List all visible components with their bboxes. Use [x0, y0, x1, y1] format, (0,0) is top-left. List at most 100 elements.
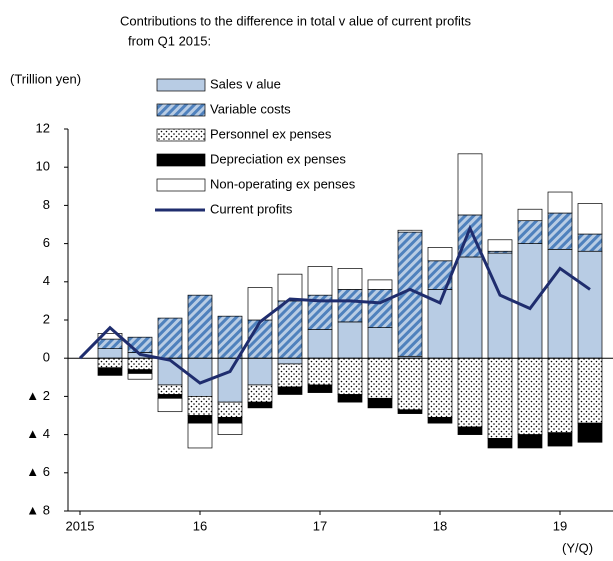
bar-segment [337, 394, 363, 403]
bar-segment [157, 384, 183, 395]
bar-segment [277, 273, 303, 302]
bar-segment [277, 363, 303, 388]
bar-segment [427, 357, 453, 418]
bar-segment [577, 422, 603, 443]
legend-swatch [156, 103, 206, 117]
bar-segment [217, 422, 243, 435]
bar-segment [457, 153, 483, 216]
y-tick-label: 10 [36, 159, 50, 174]
bar-segment [97, 333, 123, 340]
bar-segment [457, 256, 483, 359]
bar-segment [397, 229, 423, 233]
bar-segment [547, 212, 573, 250]
bar-segment [187, 294, 213, 359]
bar-segment [367, 397, 393, 409]
bar-segment [217, 401, 243, 418]
bar-segment [457, 426, 483, 435]
bar-segment [277, 386, 303, 395]
bar-segment [97, 338, 123, 350]
y-tick-label: 12 [36, 120, 50, 135]
y-tick-label: 0 [43, 350, 50, 365]
bar-segment [97, 367, 123, 376]
bar-segment [457, 357, 483, 428]
bar-segment [427, 247, 453, 262]
legend-label: Personnel ex penses [210, 126, 332, 141]
bar-segment [217, 417, 243, 424]
y-axis-label: (Trillion yen) [10, 71, 81, 86]
y-tick-label: 2 [43, 311, 50, 326]
bar-segment [367, 279, 393, 290]
bar-segment [547, 432, 573, 447]
bar-segment [397, 409, 423, 414]
legend-label: Non-operating ex penses [210, 176, 356, 191]
chart-title: Contributions to the difference in total… [120, 13, 471, 28]
bar-segment [487, 239, 513, 252]
bar-segment [307, 329, 333, 359]
x-tick-label: 16 [193, 518, 207, 533]
y-tick-label: ▲ 8 [26, 502, 50, 517]
bar-segment [187, 422, 213, 449]
bar-segment [547, 248, 573, 359]
bar-segment [517, 220, 543, 244]
bar-segment [517, 243, 543, 359]
bar-segment [157, 397, 183, 413]
line-series [78, 224, 591, 385]
y-tick-label: 6 [43, 235, 50, 250]
bar-segment [367, 357, 393, 399]
bar-segment [247, 357, 273, 386]
bar-segment [127, 373, 153, 380]
bar-segment [577, 233, 603, 252]
x-tick-label: 2015 [66, 518, 95, 533]
legend-swatch [156, 78, 206, 92]
y-tick-label: 8 [43, 197, 50, 212]
legend-swatch [156, 153, 206, 167]
bar-segment [337, 321, 363, 359]
chart-title: from Q1 2015: [128, 33, 211, 48]
bar-segment [487, 357, 513, 439]
x-tick-label: 18 [433, 518, 447, 533]
bar-segment [337, 268, 363, 290]
bar-segment [397, 357, 423, 411]
bar-segment [577, 203, 603, 235]
legend-label: Depreciation ex penses [210, 151, 346, 166]
bar-segment [157, 394, 183, 399]
bar-segment [127, 369, 153, 374]
bar-segment [427, 417, 453, 424]
bar-segment [247, 384, 273, 403]
bar-segment [367, 327, 393, 359]
bar-segment [187, 396, 213, 416]
bar-segment [307, 357, 333, 386]
bar-segment [337, 289, 363, 323]
bar-segment [517, 357, 543, 435]
bar-segment [547, 191, 573, 214]
bar-segment [247, 401, 273, 409]
bar-segment [367, 289, 393, 328]
bar-segment [577, 357, 603, 424]
bar-segment [547, 357, 573, 434]
bar-segment [337, 357, 363, 395]
bar-segment [307, 266, 333, 296]
bar-segment [277, 357, 303, 365]
bar-segment [487, 252, 513, 359]
x-tick-label: 17 [313, 518, 327, 533]
legend-label: Sales v alue [210, 76, 281, 91]
legend-swatch [156, 128, 206, 142]
bar-segment [217, 357, 243, 403]
bar-segment [517, 208, 543, 222]
bar-segment [127, 336, 153, 353]
y-tick-label: ▲ 6 [26, 464, 50, 479]
x-tick-label: 19 [553, 518, 567, 533]
bar-segment [157, 357, 183, 386]
bar-segment [217, 315, 243, 359]
legend-label: Current profits [210, 201, 293, 216]
bar-segment [97, 357, 123, 369]
bar-segment [187, 415, 213, 424]
bar-segment [517, 434, 543, 449]
bar-segment [277, 300, 303, 359]
y-tick-label: ▲ 4 [26, 426, 50, 441]
bar-segment [487, 438, 513, 449]
bar-segment [577, 250, 603, 359]
bar-segment [97, 348, 123, 359]
y-tick-label: 4 [43, 273, 50, 288]
